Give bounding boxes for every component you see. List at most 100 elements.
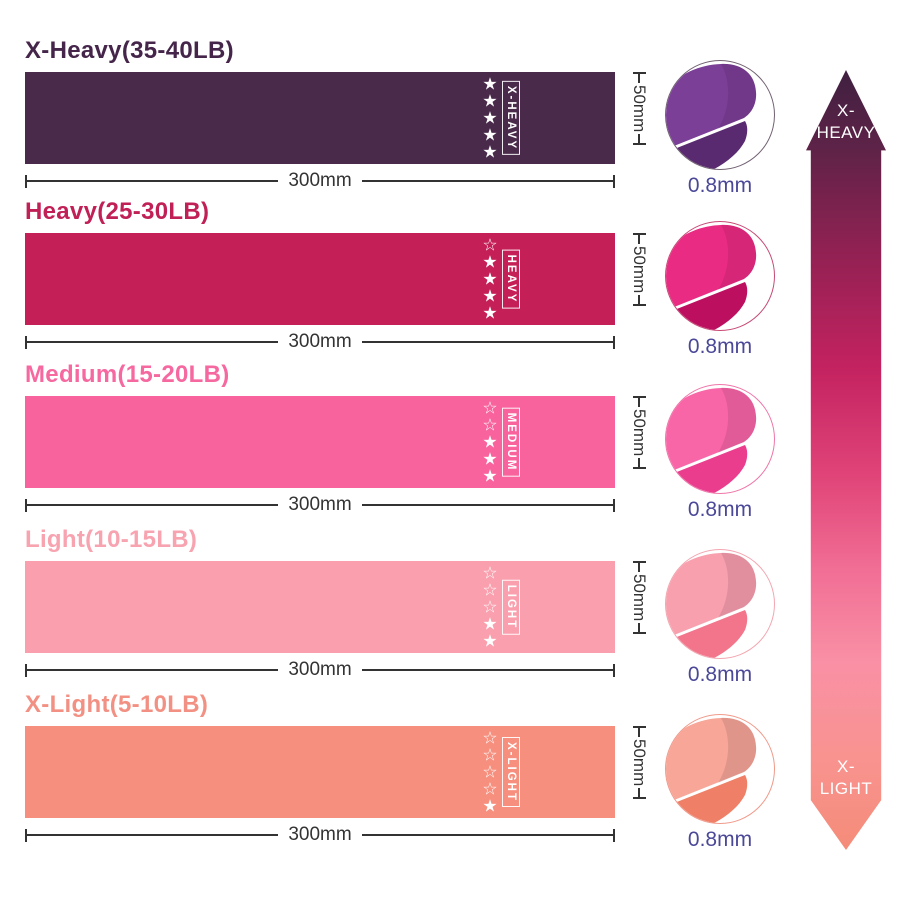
star-icon: ★ bbox=[482, 74, 498, 94]
dimension-tick bbox=[632, 726, 646, 728]
dimension-tick bbox=[632, 797, 646, 800]
width-dimension: 50mm bbox=[622, 233, 656, 325]
length-dimension-label: 300mm bbox=[288, 659, 352, 680]
star-rating: ☆ ☆ ★ ★ ★ bbox=[478, 400, 502, 485]
length-dimension: 300mm bbox=[25, 824, 616, 846]
dimension-tick bbox=[613, 498, 616, 512]
band-strength-tag: HEAVY bbox=[502, 249, 520, 309]
star-rating: ☆ ☆ ☆ ★ ★ bbox=[478, 565, 502, 650]
width-dimension: 50mm bbox=[622, 72, 656, 164]
length-dimension-label: 300mm bbox=[288, 494, 352, 515]
band-title: Heavy(25-30LB) bbox=[25, 198, 210, 225]
star-icon: ★ bbox=[482, 142, 498, 162]
dimension-tick bbox=[632, 561, 646, 563]
star-icon: ☆ bbox=[482, 779, 498, 799]
band-row-heavy: Heavy(25-30LB) ☆ ★ ★ ★ ★ HEAVY 50mm 300m… bbox=[0, 198, 900, 367]
dimension-line bbox=[638, 623, 640, 633]
dimension-line bbox=[361, 504, 614, 506]
star-icon: ☆ bbox=[482, 398, 498, 418]
band-row-light: Light(10-15LB) ☆ ☆ ☆ ★ ★ LIGHT 50mm 300m… bbox=[0, 526, 900, 695]
star-icon: ★ bbox=[482, 108, 498, 128]
dimension-line bbox=[638, 134, 640, 144]
dimension-tick bbox=[25, 498, 27, 512]
dimension-line bbox=[638, 563, 640, 572]
length-dimension: 300mm bbox=[25, 331, 616, 353]
dimension-tick bbox=[25, 335, 27, 349]
star-icon: ★ bbox=[482, 91, 498, 111]
dimension-tick bbox=[613, 335, 616, 349]
dimension-line bbox=[361, 669, 614, 671]
width-dimension-label: 50mm bbox=[630, 85, 649, 133]
band-strength-tag: LIGHT bbox=[502, 579, 520, 635]
thickness-detail-circle bbox=[665, 221, 775, 331]
star-icon: ★ bbox=[482, 449, 498, 469]
star-rating: ☆ ☆ ☆ ☆ ★ bbox=[478, 730, 502, 815]
band-title: Light(10-15LB) bbox=[25, 526, 198, 553]
star-icon: ☆ bbox=[482, 745, 498, 765]
scale-top-label-line1: X- bbox=[837, 101, 855, 120]
star-icon: ☆ bbox=[482, 728, 498, 748]
dimension-line bbox=[361, 180, 614, 182]
dimension-tick bbox=[25, 174, 27, 188]
dimension-tick bbox=[632, 233, 646, 235]
star-icon: ★ bbox=[482, 252, 498, 272]
thickness-detail-circle bbox=[665, 60, 775, 170]
star-icon: ★ bbox=[482, 796, 498, 816]
dimension-line bbox=[27, 669, 279, 671]
strength-scale-arrow: X- HEAVY X- LIGHT bbox=[806, 70, 886, 850]
band-swatch: ☆ ★ ★ ★ ★ HEAVY bbox=[25, 233, 615, 325]
scale-bottom-label-line2: LIGHT bbox=[819, 779, 873, 798]
dimension-line bbox=[638, 235, 640, 244]
dimension-line bbox=[638, 74, 640, 83]
dimension-tick bbox=[632, 467, 646, 470]
dimension-tick bbox=[632, 72, 646, 74]
star-icon: ☆ bbox=[482, 235, 498, 255]
length-dimension: 300mm bbox=[25, 659, 616, 681]
width-dimension: 50mm bbox=[622, 396, 656, 488]
star-icon: ★ bbox=[482, 303, 498, 323]
width-dimension: 50mm bbox=[622, 561, 656, 653]
folded-band-photo bbox=[666, 224, 757, 330]
length-dimension: 300mm bbox=[25, 494, 616, 516]
band-row-x-light: X-Light(5-10LB) ☆ ☆ ☆ ☆ ★ X-LIGHT 50mm 3… bbox=[0, 691, 900, 860]
width-dimension-label: 50mm bbox=[630, 739, 649, 787]
star-rating: ☆ ★ ★ ★ ★ bbox=[478, 237, 502, 322]
band-strength-tag: X-HEAVY bbox=[502, 80, 520, 156]
band-title: Medium(15-20LB) bbox=[25, 361, 230, 388]
folded-band-photo bbox=[666, 552, 757, 658]
dimension-line bbox=[27, 504, 279, 506]
band-swatch: ☆ ☆ ★ ★ ★ MEDIUM bbox=[25, 396, 615, 488]
star-icon: ☆ bbox=[482, 597, 498, 617]
dimension-line bbox=[638, 728, 640, 737]
star-rating: ★ ★ ★ ★ ★ bbox=[478, 76, 502, 161]
dimension-line bbox=[27, 180, 279, 182]
length-dimension-label: 300mm bbox=[288, 170, 352, 191]
length-dimension-label: 300mm bbox=[288, 824, 352, 845]
band-swatch: ☆ ☆ ☆ ☆ ★ X-LIGHT bbox=[25, 726, 615, 818]
scale-bottom-label: X- LIGHT bbox=[806, 756, 886, 800]
length-dimension-label: 300mm bbox=[288, 331, 352, 352]
folded-band-photo bbox=[666, 63, 757, 169]
scale-top-label: X- HEAVY bbox=[806, 100, 886, 144]
star-icon: ★ bbox=[482, 432, 498, 452]
star-icon: ★ bbox=[482, 286, 498, 306]
dimension-tick bbox=[25, 663, 27, 677]
dimension-tick bbox=[613, 828, 616, 842]
band-row-x-heavy: X-Heavy(35-40LB) ★ ★ ★ ★ ★ X-HEAVY 50mm … bbox=[0, 37, 900, 206]
dimension-tick bbox=[632, 304, 646, 307]
star-icon: ★ bbox=[482, 466, 498, 486]
band-title: X-Light(5-10LB) bbox=[25, 691, 209, 718]
dimension-tick bbox=[632, 143, 646, 146]
star-icon: ☆ bbox=[482, 563, 498, 583]
thickness-detail-circle bbox=[665, 384, 775, 494]
thickness-detail-circle bbox=[665, 549, 775, 659]
thickness-label: 0.8mm bbox=[687, 174, 753, 197]
dimension-line bbox=[638, 398, 640, 407]
length-dimension: 300mm bbox=[25, 170, 616, 192]
thickness-label: 0.8mm bbox=[687, 828, 753, 851]
scale-top-label-line2: HEAVY bbox=[816, 123, 876, 142]
star-icon: ☆ bbox=[482, 580, 498, 600]
star-icon: ★ bbox=[482, 614, 498, 634]
dimension-line bbox=[27, 341, 279, 343]
